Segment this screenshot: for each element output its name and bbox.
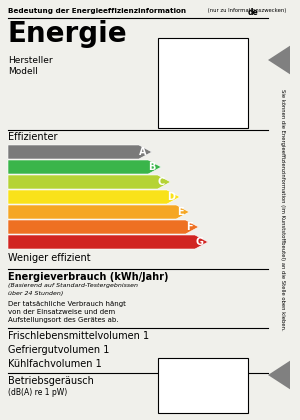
Text: Weniger effizient: Weniger effizient bbox=[8, 253, 91, 263]
Text: Der tatsächliche Verbrauch hängt: Der tatsächliche Verbrauch hängt bbox=[8, 301, 126, 307]
Text: über 24 Stunden): über 24 Stunden) bbox=[8, 291, 63, 296]
Polygon shape bbox=[8, 145, 152, 159]
Text: Gefriergutvolumen 1: Gefriergutvolumen 1 bbox=[8, 345, 109, 355]
Text: D: D bbox=[167, 192, 175, 202]
Text: Frischlebensmittelvolumen 1: Frischlebensmittelvolumen 1 bbox=[8, 331, 149, 341]
Text: Betriebsgeräusch: Betriebsgeräusch bbox=[8, 376, 94, 386]
Text: Effizienter: Effizienter bbox=[8, 132, 58, 142]
Polygon shape bbox=[8, 190, 180, 204]
Text: von der Einsatzweise und dem: von der Einsatzweise und dem bbox=[8, 309, 115, 315]
Polygon shape bbox=[268, 361, 290, 389]
Text: C: C bbox=[158, 177, 165, 187]
Text: (Basierend auf Standard-Testergebnissen: (Basierend auf Standard-Testergebnissen bbox=[8, 283, 138, 288]
Text: F: F bbox=[186, 222, 193, 232]
Text: Hersteller: Hersteller bbox=[8, 56, 52, 65]
Polygon shape bbox=[8, 160, 161, 174]
Text: (dB(A) re 1 pW): (dB(A) re 1 pW) bbox=[8, 388, 67, 397]
Text: Modell: Modell bbox=[8, 67, 38, 76]
Text: Energieverbrauch (kWh/Jahr): Energieverbrauch (kWh/Jahr) bbox=[8, 272, 169, 282]
Bar bbox=[158, 358, 248, 413]
Polygon shape bbox=[8, 220, 199, 234]
Text: Kühlfachvolumen 1: Kühlfachvolumen 1 bbox=[8, 359, 102, 369]
Text: E: E bbox=[177, 207, 184, 217]
Text: Aufstellungsort des Gerätes ab.: Aufstellungsort des Gerätes ab. bbox=[8, 317, 118, 323]
Text: Energie: Energie bbox=[8, 20, 127, 48]
Text: B: B bbox=[148, 162, 156, 172]
Polygon shape bbox=[8, 175, 171, 189]
Polygon shape bbox=[8, 235, 208, 249]
Polygon shape bbox=[8, 205, 189, 219]
Text: Sie können die Energieeffizienzinformation (im Kunststoffbeutel) an die Stelle o: Sie können die Energieeffizienzinformati… bbox=[280, 89, 284, 331]
Text: Bedeutung der Energieeffizienzinformation: Bedeutung der Energieeffizienzinformatio… bbox=[8, 8, 186, 14]
Text: de: de bbox=[248, 8, 259, 17]
Text: A: A bbox=[139, 147, 147, 157]
Text: (nur zu Informationszwecken): (nur zu Informationszwecken) bbox=[206, 8, 288, 13]
Text: G: G bbox=[195, 237, 203, 247]
Polygon shape bbox=[268, 46, 290, 74]
Bar bbox=[158, 38, 248, 128]
